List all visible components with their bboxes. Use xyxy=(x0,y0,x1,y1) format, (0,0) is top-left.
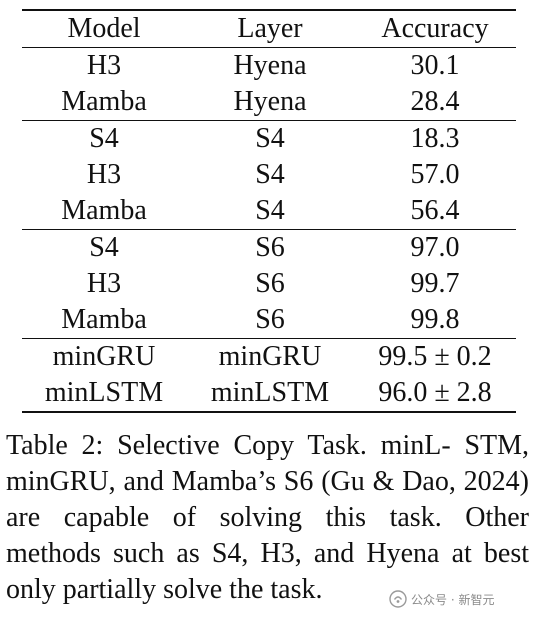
cell-model: H3 xyxy=(86,268,122,299)
results-table: Model Layer Accuracy H3 Hyena 30.1 Mamba… xyxy=(22,9,516,413)
caption-line: STM, minGRU, and Mamba’s S6 (Gu & xyxy=(6,430,530,497)
caption-line: Dao, 2024) are capable of solving this t… xyxy=(6,466,529,533)
cell-accuracy: 99.7 xyxy=(410,268,460,299)
watermark: 公众号 · 新智元 xyxy=(389,588,529,610)
cell-model: minGRU xyxy=(52,341,156,372)
cell-accuracy: 56.4 xyxy=(354,193,516,230)
cell-accuracy: 57.0 xyxy=(410,159,460,190)
cell-layer: Hyena xyxy=(233,50,307,81)
table-row: minGRU minGRU 99.5 ± 0.2 xyxy=(22,339,516,376)
cell-layer: S6 xyxy=(255,232,285,263)
table-row: H3 Hyena 30.1 xyxy=(22,48,516,85)
table-caption: Table 2: Selective Copy Task. minL- STM,… xyxy=(6,428,529,608)
wechat-official-account-icon xyxy=(389,590,407,608)
cell-layer: Hyena xyxy=(186,84,354,121)
cell-model: S4 xyxy=(89,123,119,154)
table-row: Mamba Hyena 28.4 xyxy=(22,84,516,121)
cell-model: S4 xyxy=(89,232,119,263)
results-table-container: Model Layer Accuracy H3 Hyena 30.1 Mamba… xyxy=(22,9,516,413)
table-row: minLSTM minLSTM 96.0 ± 2.8 xyxy=(22,375,516,413)
caption-line: at best only partially solve the task. xyxy=(6,538,530,605)
table-row: H3 S6 99.7 xyxy=(22,266,516,302)
header-model: Model xyxy=(22,9,186,48)
cell-accuracy: 97.0 xyxy=(410,232,460,263)
cell-model: H3 xyxy=(86,159,122,190)
cell-layer: S6 xyxy=(186,302,354,339)
cell-layer: S4 xyxy=(255,159,285,190)
header-layer: Layer xyxy=(186,9,354,48)
cell-accuracy: 99.8 xyxy=(354,302,516,339)
cell-accuracy: 28.4 xyxy=(354,84,516,121)
table-row: S4 S6 97.0 xyxy=(22,230,516,267)
cell-layer: S4 xyxy=(186,193,354,230)
cell-model: Mamba xyxy=(22,193,186,230)
cell-model: Mamba xyxy=(22,84,186,121)
cell-accuracy: 18.3 xyxy=(410,123,460,154)
caption-line: Other methods such as S4, H3, and Hyena xyxy=(6,502,530,569)
cell-layer: minLSTM xyxy=(186,375,354,413)
cell-accuracy: 30.1 xyxy=(410,50,460,81)
cell-layer: S6 xyxy=(255,268,285,299)
cell-accuracy: 96.0 ± 2.8 xyxy=(354,375,516,413)
cell-layer: S4 xyxy=(255,123,285,154)
cell-accuracy: 99.5 ± 0.2 xyxy=(378,341,492,372)
cell-model: minLSTM xyxy=(22,375,186,413)
cell-model: Mamba xyxy=(22,302,186,339)
cell-model: H3 xyxy=(86,50,122,81)
table-row: Mamba S4 56.4 xyxy=(22,193,516,230)
cell-layer: minGRU xyxy=(218,341,322,372)
caption-line: Table 2: Selective Copy Task. minL- xyxy=(6,430,451,461)
table-row: H3 S4 57.0 xyxy=(22,157,516,193)
header-accuracy: Accuracy xyxy=(354,9,516,48)
table-row: S4 S4 18.3 xyxy=(22,121,516,158)
table-header-row: Model Layer Accuracy xyxy=(22,9,516,48)
table-row: Mamba S6 99.8 xyxy=(22,302,516,339)
watermark-text: 公众号 · 新智元 xyxy=(411,592,495,607)
table-body: H3 Hyena 30.1 Mamba Hyena 28.4 S4 S4 18.… xyxy=(22,48,516,413)
